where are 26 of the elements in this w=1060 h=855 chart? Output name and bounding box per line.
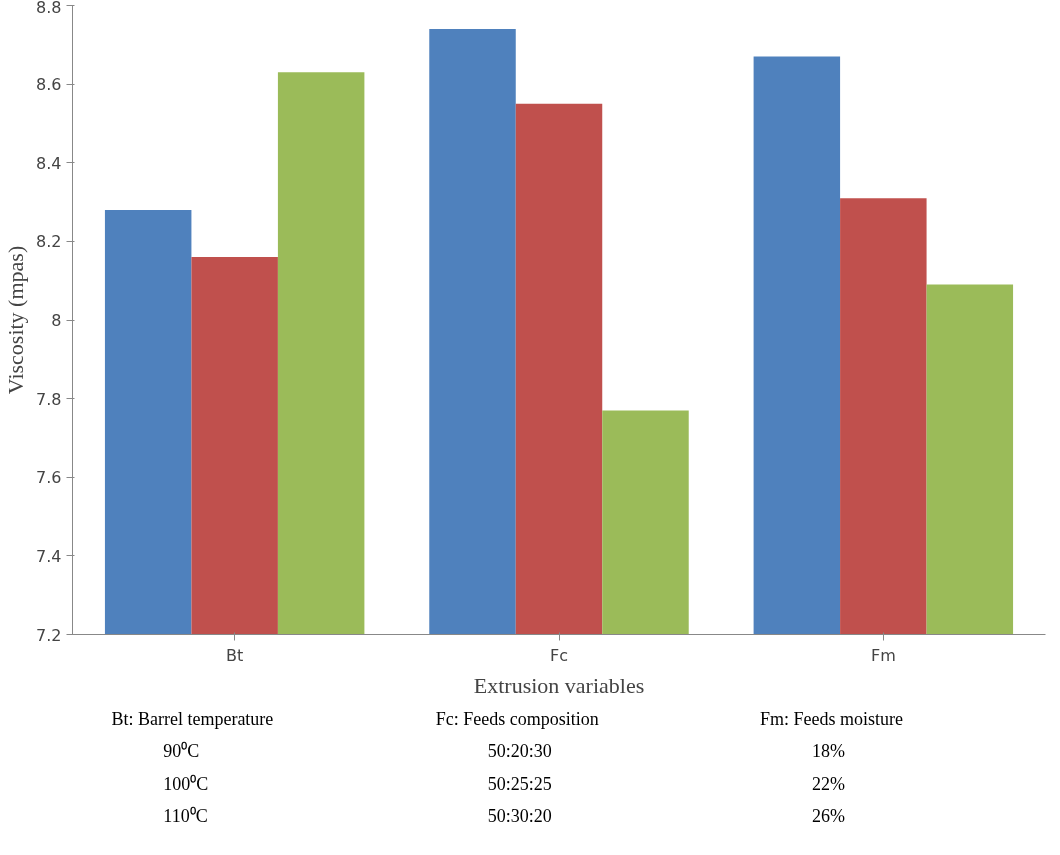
y-tick-label: 8.6: [36, 75, 62, 95]
text: 100⁰C: [163, 773, 209, 794]
y-tick-label: 7.8: [36, 389, 62, 409]
y-tick-label: 7.6: [36, 468, 62, 488]
text: Fc: Feeds composition: [435, 708, 599, 729]
x-axis-title: Extrusion variables: [473, 672, 645, 698]
text: Bt: Barrel temperature: [111, 708, 274, 729]
y-tick-label: 8: [51, 311, 62, 330]
text: 50:25:25: [487, 773, 552, 794]
y-tick-label: 8.8: [36, 0, 62, 17]
text: 50:30:20: [487, 806, 552, 826]
text: 26%: [811, 806, 845, 826]
text: 110⁰C: [163, 806, 208, 826]
text: Fm: Feeds moisture: [760, 708, 904, 729]
text: 22%: [811, 773, 845, 794]
y-tick-label: 7.4: [36, 546, 62, 566]
x-tick-label: Fm: [870, 645, 896, 665]
y-tick-label: 8.2: [36, 232, 62, 252]
x-tick-label: Fc: [550, 645, 568, 665]
text: 18%: [811, 741, 845, 761]
y-tick-label: 8.4: [36, 153, 62, 173]
text: 50:20:30: [487, 741, 552, 761]
x-tick-label: Bt: [226, 645, 244, 665]
y-axis-title: Viscosity (mpas): [3, 245, 29, 395]
y-tick-label: 7.2: [36, 625, 62, 645]
text: 90⁰C: [163, 741, 200, 761]
